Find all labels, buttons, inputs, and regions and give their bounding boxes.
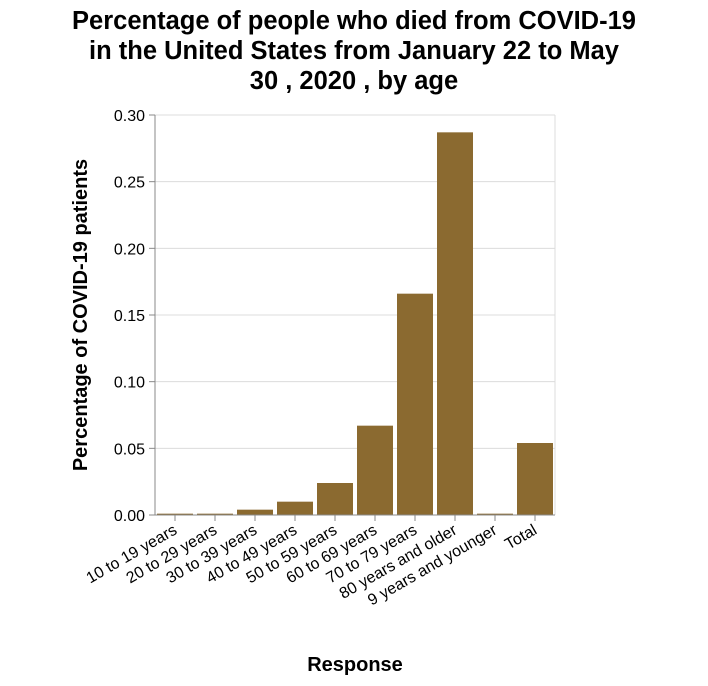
x-axis-title: Response <box>307 654 403 676</box>
bar <box>197 513 233 515</box>
y-tick-label: 0.05 <box>114 441 145 458</box>
bar <box>397 293 433 515</box>
y-tick-labels: 0.00 0.05 0.10 0.15 0.20 0.25 0.30 <box>114 108 145 525</box>
bar <box>357 425 393 515</box>
bar <box>437 132 473 516</box>
chart-title-line-2: in the United States from January 22 to … <box>89 37 619 65</box>
chart-title: Percentage of people who died from COVID… <box>0 6 708 96</box>
bars <box>157 132 553 516</box>
bar <box>237 509 273 515</box>
y-tick-label: 0.25 <box>114 175 145 192</box>
y-tick-label: 0.00 <box>114 508 145 525</box>
y-tick-label: 0.30 <box>114 108 145 125</box>
chart-title-line-1: Percentage of people who died from COVID… <box>72 7 636 35</box>
axes <box>149 114 555 521</box>
y-tick-label: 0.10 <box>114 375 145 392</box>
chart-title-line-3: 30 , 2020 , by age <box>249 67 459 95</box>
bar <box>517 443 553 515</box>
bar <box>477 513 513 515</box>
bar <box>317 483 353 515</box>
y-tick-label: 0.15 <box>114 308 145 325</box>
bar <box>157 513 193 515</box>
gridlines <box>155 114 556 516</box>
bar <box>277 501 313 515</box>
y-axis-title: Percentage of COVID-19 patients <box>70 159 92 471</box>
x-tick-label: Total <box>502 522 540 554</box>
y-tick-label: 0.20 <box>114 241 145 258</box>
